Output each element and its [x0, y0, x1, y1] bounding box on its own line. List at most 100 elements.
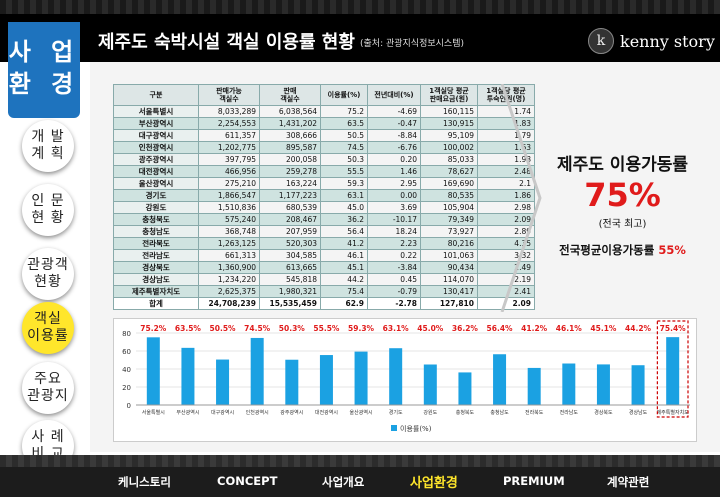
row-label: 충청남도 — [113, 225, 199, 238]
data-label: 46.1% — [556, 324, 583, 333]
table-row: 광주광역시 397,795 200,058 50.3 0.20 85,033 1.98 — [113, 153, 535, 166]
bar — [493, 354, 507, 405]
x-tick-label: 충청북도 — [456, 409, 475, 416]
bar — [146, 337, 160, 405]
bar — [319, 355, 333, 405]
table-cell: 2.23 — [367, 237, 421, 250]
table-row: 합계 24,708,239 15,535,459 62.9 -2.78 127,810 2.… — [113, 297, 535, 310]
table-cell: 160,115 — [420, 105, 478, 118]
x-tick-label: 광주광역시 — [280, 409, 303, 416]
table-row: 대구광역시 611,357 308,666 50.5 -8.84 95,109 1.79 — [113, 129, 535, 142]
table-cell: 2.41 — [477, 285, 535, 298]
table-header-cell: 구분 — [113, 84, 199, 106]
callout-value: 75% — [584, 176, 661, 214]
table-cell: 8,033,289 — [198, 105, 260, 118]
table-cell: 308,666 — [259, 129, 321, 142]
table-cell: 79,349 — [420, 213, 478, 226]
brand-logo[interactable]: k kenny story — [588, 28, 715, 54]
table-body: 서울특별시 8,033,289 6,038,564 75.2 -4.69 160,115 1… — [113, 105, 535, 310]
table-cell: 62.9 — [320, 297, 368, 310]
avg-value: 55% — [658, 243, 686, 257]
row-label: 경상북도 — [113, 261, 199, 274]
bottom-nav-contract[interactable]: 계약관련 — [607, 475, 650, 489]
table-cell: 50.3 — [320, 153, 368, 166]
row-label: 충청북도 — [113, 213, 199, 226]
callout-panel: 제주도 이용가동률 75% (전국 최고) 전국평균이용가동률 55% — [540, 150, 705, 258]
table-cell: 75.4 — [320, 285, 368, 298]
table-cell: 85,033 — [420, 153, 478, 166]
table-cell: 1,360,900 — [198, 261, 260, 274]
table-cell: 200,058 — [259, 153, 321, 166]
table-cell: 2,254,553 — [198, 117, 260, 130]
sidebar-item-occupancy[interactable]: 객실 이용률 — [22, 302, 74, 354]
x-tick-label: 강원도 — [423, 409, 437, 416]
table-cell: 575,240 — [198, 213, 260, 226]
bar — [631, 365, 645, 405]
bottom-nav-kennystory[interactable]: 케니스토리 — [118, 475, 171, 489]
table-cell: 0.45 — [367, 273, 421, 286]
sidebar-item-development[interactable]: 개 발 계 획 — [22, 120, 74, 172]
table-cell: -10.17 — [367, 213, 421, 226]
table-row: 대전광역시 466,956 259,278 55.5 1.46 78,627 2.48 — [113, 165, 535, 178]
table-header-cell: 판매가능 객실수 — [198, 84, 260, 106]
legend-swatch — [391, 425, 397, 431]
x-tick-label: 경기도 — [389, 409, 403, 416]
row-label: 대구광역시 — [113, 129, 199, 142]
table-cell: -0.79 — [367, 285, 421, 298]
sidebar-item-tourists[interactable]: 관광객 현황 — [22, 248, 74, 300]
table-cell: 44.2 — [320, 273, 368, 286]
table-row: 울산광역시 275,210 163,224 59.3 2.95 169,690 2.1 — [113, 177, 535, 190]
table-header-cell: 판매 객실수 — [259, 84, 321, 106]
table-cell: 397,795 — [198, 153, 260, 166]
y-tick-label: 40 — [122, 366, 131, 374]
table-cell: 74.5 — [320, 141, 368, 154]
table-cell: 169,690 — [420, 177, 478, 190]
table-cell: -8.84 — [367, 129, 421, 142]
table-header-cell: 이용률(%) — [320, 84, 368, 106]
row-label: 전라북도 — [113, 237, 199, 250]
table-cell: 46.1 — [320, 249, 368, 262]
data-label: 36.2% — [452, 324, 479, 333]
bar — [527, 367, 541, 405]
bottom-nav-environment[interactable]: 사업환경 — [410, 476, 458, 491]
section-label: 사 업 환 경 — [8, 38, 80, 98]
callout-average: 전국평균이용가동률 55% — [540, 242, 705, 258]
row-label: 광주광역시 — [113, 153, 199, 166]
sidebar-item-attractions[interactable]: 주요 관광지 — [22, 362, 74, 414]
row-label: 경상남도 — [113, 273, 199, 286]
top-bar-stripe — [0, 0, 720, 14]
table-cell: 100,002 — [420, 141, 478, 154]
bar — [562, 363, 576, 405]
bottom-nav-premium[interactable]: PREMIUM — [503, 474, 565, 488]
table-cell: 50.5 — [320, 129, 368, 142]
table-cell: 95,109 — [420, 129, 478, 142]
row-label: 제주특별자치도 — [113, 285, 199, 298]
data-label: 50.3% — [279, 324, 306, 333]
table-row: 경기도 1,866,547 1,177,223 63.1 0.00 80,535 1.86 — [113, 189, 535, 202]
table-cell: 41.2 — [320, 237, 368, 250]
bar — [389, 348, 403, 405]
bottom-nav-concept[interactable]: CONCEPT — [217, 474, 278, 488]
x-tick-label: 대구광역시 — [211, 409, 234, 416]
table-cell: 368,748 — [198, 225, 260, 238]
table-cell: 3.69 — [367, 201, 421, 214]
page-title: 제주도 숙박시설 객실 이용률 현황 — [98, 32, 355, 53]
y-tick-label: 0 — [127, 402, 131, 410]
table-cell: 59.3 — [320, 177, 368, 190]
table-cell: 1,263,125 — [198, 237, 260, 250]
table-cell: -6.76 — [367, 141, 421, 154]
table-cell: 0.22 — [367, 249, 421, 262]
table-row: 서울특별시 8,033,289 6,038,564 75.2 -4.69 160,115 1… — [113, 105, 535, 118]
table-cell: 6,038,564 — [259, 105, 321, 118]
sidebar-item-demographics[interactable]: 인 문 현 황 — [22, 184, 74, 236]
bar — [423, 364, 437, 405]
table-cell: 207,959 — [259, 225, 321, 238]
legend-label: 이용률(%) — [400, 424, 432, 433]
table-row: 제주특별자치도 2,625,375 1,980,321 75.4 -0.79 130,41… — [113, 285, 535, 298]
bar — [354, 351, 368, 405]
occupancy-table: 구분 판매가능 객실수 판매 객실수 이용률(%) 전년대비(%) 1객실당 평균 판매요… — [113, 84, 535, 310]
bottom-nav-overview[interactable]: 사업개요 — [322, 475, 365, 489]
table-cell: 63.1 — [320, 189, 368, 202]
table-cell: -0.47 — [367, 117, 421, 130]
table-cell: 1,177,223 — [259, 189, 321, 202]
